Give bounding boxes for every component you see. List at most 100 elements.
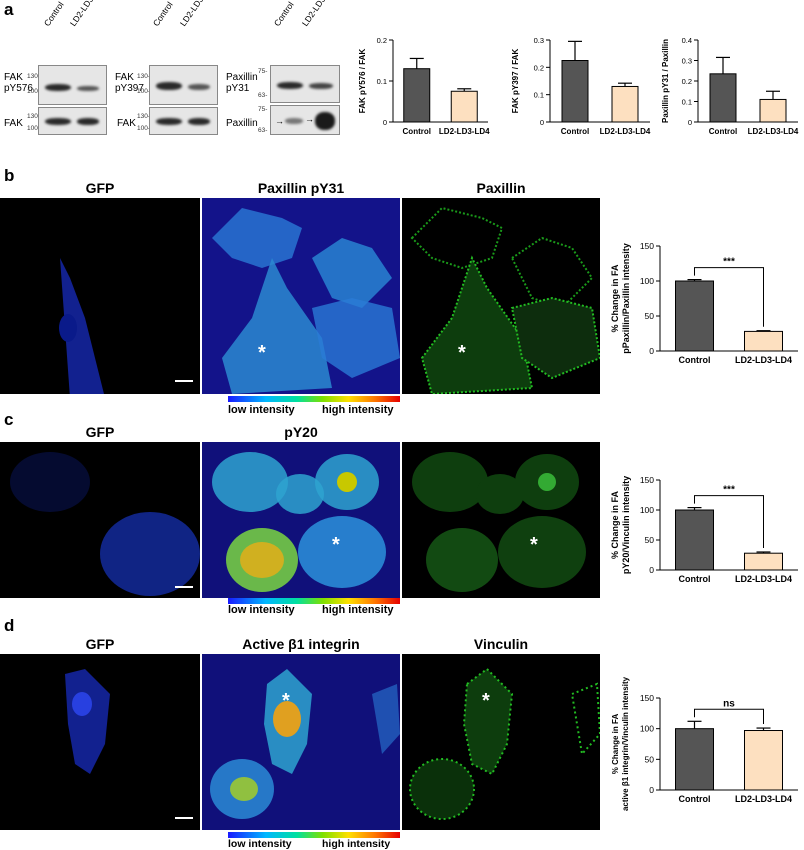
bar (675, 509, 714, 571)
asterisk-marker: * (458, 342, 466, 364)
bar (709, 73, 737, 123)
y-tick-label: 0.3 (534, 36, 544, 45)
mw-marker: 100- (137, 88, 151, 95)
y-tick-label: 50 (645, 535, 655, 545)
y-axis-label: Paxillin pY31 / Paxillin (661, 39, 670, 123)
micrograph-paxillin: * (402, 198, 600, 394)
y-axis-label: % Change in FA (610, 264, 620, 333)
y-axis-label: active β1 integrin/Vinculin intensity (621, 676, 630, 811)
colorbar-high-label: high intensity (322, 838, 391, 850)
blot-row-label: FAK (4, 118, 23, 129)
bar-chart-c: 0 50 100 150 % Change in FA pY20/Vinculin int… (610, 475, 798, 584)
y-tick-label: 0 (649, 565, 654, 575)
blot-col-label: LD2-LD3-LD4 (177, 0, 217, 29)
bar (744, 730, 783, 791)
y-tick-label: 0.2 (682, 77, 692, 86)
y-tick-label: 0.3 (682, 57, 692, 66)
significance-label: *** (723, 485, 735, 496)
bar (759, 98, 787, 123)
colorbar-d (228, 832, 400, 838)
blot-image (149, 107, 218, 135)
micrograph-vinculin: * (402, 654, 600, 830)
y-tick-label: 150 (640, 475, 654, 485)
y-tick-label: 0.1 (534, 91, 544, 100)
y-axis-label: pY20/Vinculin intensity (621, 476, 631, 574)
x-category-label: LD2-LD3-LD4 (735, 794, 792, 804)
y-tick-label: 150 (640, 241, 654, 251)
bar-chart-a1: 0 0.1 0.2 FAK pY576 / FAK Control LD2-LD3-LD4 (358, 36, 490, 136)
bar (744, 330, 783, 352)
blot-image: → → (270, 105, 340, 135)
y-tick-label: 0 (649, 785, 654, 795)
blot-col-label: LD2-LD3-LD4 (67, 0, 107, 29)
mw-marker: 100- (27, 88, 41, 95)
panel-letter-c: c (4, 410, 14, 429)
blot-row-label: Paxillin (226, 118, 258, 129)
x-category-label: Control (561, 127, 589, 136)
y-tick-label: 0.1 (377, 77, 387, 86)
y-tick-label: 0.4 (682, 36, 692, 45)
mw-marker: 130- (137, 73, 151, 80)
image-title-paxillin: Paxillin (476, 180, 526, 196)
y-tick-label: 50 (645, 754, 655, 764)
significance-bracket (694, 267, 764, 327)
bar (561, 60, 589, 123)
blot-col-label: LD2-LD3-LD4 (299, 0, 339, 29)
bar (675, 280, 714, 352)
image-title-vinculin: Vinculin (473, 636, 529, 652)
asterisk-marker: * (258, 342, 266, 364)
asterisk-marker: * (332, 534, 340, 556)
image-title-active-b1-integrin: Active β1 integrin (242, 636, 360, 652)
y-axis-label: % Change in FA (610, 491, 620, 560)
x-category-label: Control (679, 355, 711, 365)
bar-chart-a2: 0 0.1 0.2 0.3 FAK pY397 / FAK Control LD2-LD3-… (511, 36, 651, 136)
image-title-gfp: GFP (85, 424, 115, 440)
mw-marker: 130- (27, 113, 41, 120)
blot-image (149, 65, 218, 105)
y-tick-label: 0 (383, 118, 387, 127)
bar-chart-b: 0 50 100 150 % Change in FA pPaxillin/Paxilli… (610, 241, 798, 365)
significance-label: *** (723, 257, 735, 268)
y-tick-label: 150 (640, 693, 654, 703)
blot-row-label: FAK pY397 (115, 72, 144, 94)
blot-col-label: Control (150, 0, 175, 28)
blot-col-label: Control (271, 0, 296, 28)
scale-bar (175, 380, 193, 382)
mw-marker: 63- (258, 127, 268, 134)
micrograph-gfp (0, 442, 200, 598)
x-category-label: LD2-LD3-LD4 (748, 127, 799, 136)
image-title-py20: pY20 (284, 424, 318, 440)
image-title-gfp: GFP (85, 180, 115, 196)
blot-row-label: Paxillin pY31 (226, 72, 258, 94)
mw-marker: 100- (27, 125, 41, 132)
y-tick-label: 0 (649, 346, 654, 356)
y-axis-label: FAK pY397 / FAK (511, 49, 520, 114)
colorbar-c (228, 598, 400, 604)
colorbar-high-label: high intensity (322, 404, 394, 416)
y-axis-label: % Change in FA (611, 714, 620, 775)
asterisk-marker: * (282, 690, 290, 712)
y-tick-label: 100 (640, 505, 654, 515)
asterisk-marker: * (530, 534, 538, 556)
colorbar-low-label: low intensity (228, 604, 295, 616)
blot-row-label: FAK pY576 (4, 72, 33, 94)
x-category-label: Control (679, 574, 711, 584)
mw-marker: 75- (258, 68, 268, 75)
blot-col-label: Control (41, 0, 66, 28)
y-tick-label: 0.1 (682, 98, 692, 107)
colorbar-high-label: high intensity (322, 604, 394, 616)
panel-letter-b: b (4, 166, 15, 185)
y-axis-label: pPaxillin/Paxillin intensity (621, 243, 631, 354)
mw-marker: 100- (137, 125, 151, 132)
micrograph-gfp (0, 654, 200, 830)
blot-image (38, 107, 107, 135)
significance-bracket (694, 708, 764, 725)
mw-marker: 63- (258, 92, 268, 99)
bar (611, 85, 639, 123)
colorbar-low-label: low intensity (228, 838, 292, 850)
micrograph-py20: * (202, 442, 400, 598)
x-category-label: Control (403, 127, 431, 136)
bar (675, 728, 714, 791)
blot-image (38, 65, 107, 105)
bar (403, 68, 431, 123)
